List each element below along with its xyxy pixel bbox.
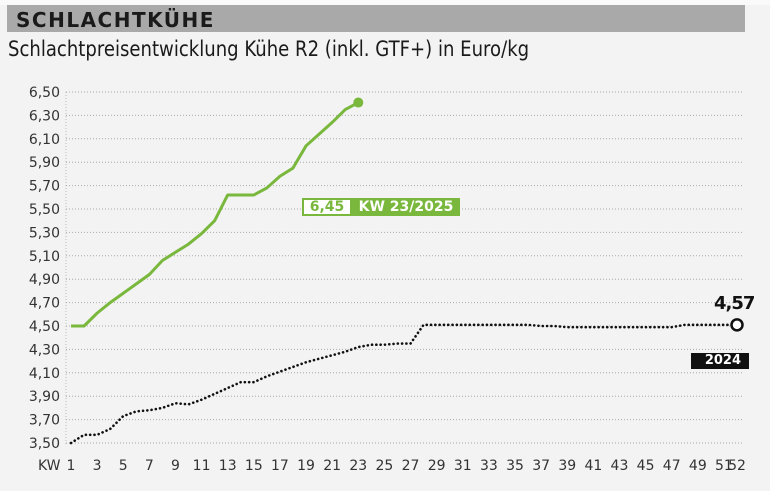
y-tick-label: 5,50 xyxy=(29,202,60,218)
x-tick-label: 1 xyxy=(67,458,76,474)
y-tick-label: 5,30 xyxy=(29,225,60,241)
x-axis-label: KW xyxy=(38,458,61,474)
x-tick-label: 39 xyxy=(558,458,576,474)
x-tick-label: 51 xyxy=(715,458,733,474)
current-value-label: 6,45 KW 23/2025 xyxy=(302,198,460,216)
x-tick-label: 52 xyxy=(728,458,746,474)
x-tick-label: 17 xyxy=(271,458,289,474)
x-tick-label: 47 xyxy=(663,458,681,474)
end-value-2024: 4,57 xyxy=(714,293,755,314)
x-tick-label: 43 xyxy=(611,458,629,474)
y-tick-label: 3,50 xyxy=(29,436,60,452)
x-tick-label: 5 xyxy=(119,458,128,474)
y-tick-label: 6,50 xyxy=(29,85,60,101)
x-tick-label: 25 xyxy=(375,458,393,474)
y-tick-label: 4,70 xyxy=(29,296,60,312)
top-strip xyxy=(0,0,770,5)
x-tick-label: 37 xyxy=(532,458,550,474)
x-tick-label: 41 xyxy=(584,458,602,474)
x-tick-label: 11 xyxy=(193,458,211,474)
y-tick-label: 3,70 xyxy=(29,413,60,429)
x-tick-label: 33 xyxy=(480,458,498,474)
x-tick-label: 45 xyxy=(637,458,655,474)
y-tick-label: 4,50 xyxy=(29,319,60,335)
x-tick-label: 19 xyxy=(297,458,315,474)
y-tick-label: 6,30 xyxy=(29,108,60,124)
section-title: SCHLACHTKÜHE xyxy=(16,8,215,32)
series-2024-end-marker xyxy=(730,318,744,332)
series-2024-line xyxy=(69,323,739,445)
chart-title: Schlachtpreisentwicklung Kühe R2 (inkl. … xyxy=(8,37,530,61)
series-2025-line xyxy=(71,101,360,328)
x-tick-label: 7 xyxy=(145,458,154,474)
y-tick-label: 4,30 xyxy=(29,342,60,358)
x-tick-label: 13 xyxy=(219,458,237,474)
x-tick-label: 29 xyxy=(428,458,446,474)
y-tick-label: 5,70 xyxy=(29,179,60,195)
series-2025-end-marker xyxy=(353,97,364,108)
x-tick-label: 3 xyxy=(93,458,102,474)
y-tick-label: 5,10 xyxy=(29,249,60,265)
series-tag-2024: 2024 xyxy=(691,353,749,369)
x-tick-label: 23 xyxy=(349,458,367,474)
x-tick-label: 21 xyxy=(323,458,341,474)
x-tick-label: 35 xyxy=(506,458,524,474)
x-tick-label: 27 xyxy=(402,458,420,474)
x-tick-label: 9 xyxy=(171,458,180,474)
y-tick-label: 5,90 xyxy=(29,155,60,171)
y-tick-label: 3,90 xyxy=(29,389,60,405)
y-tick-label: 4,10 xyxy=(29,366,60,382)
y-tick-label: 6,10 xyxy=(29,132,60,148)
section-header: SCHLACHTKÜHE xyxy=(7,5,745,32)
x-tick-label: 31 xyxy=(454,458,472,474)
current-week: KW 23/2025 xyxy=(352,198,460,216)
x-tick-label: 15 xyxy=(245,458,263,474)
y-tick-label: 4,90 xyxy=(29,272,60,288)
x-tick-label: 49 xyxy=(689,458,707,474)
current-value: 6,45 xyxy=(302,198,352,216)
